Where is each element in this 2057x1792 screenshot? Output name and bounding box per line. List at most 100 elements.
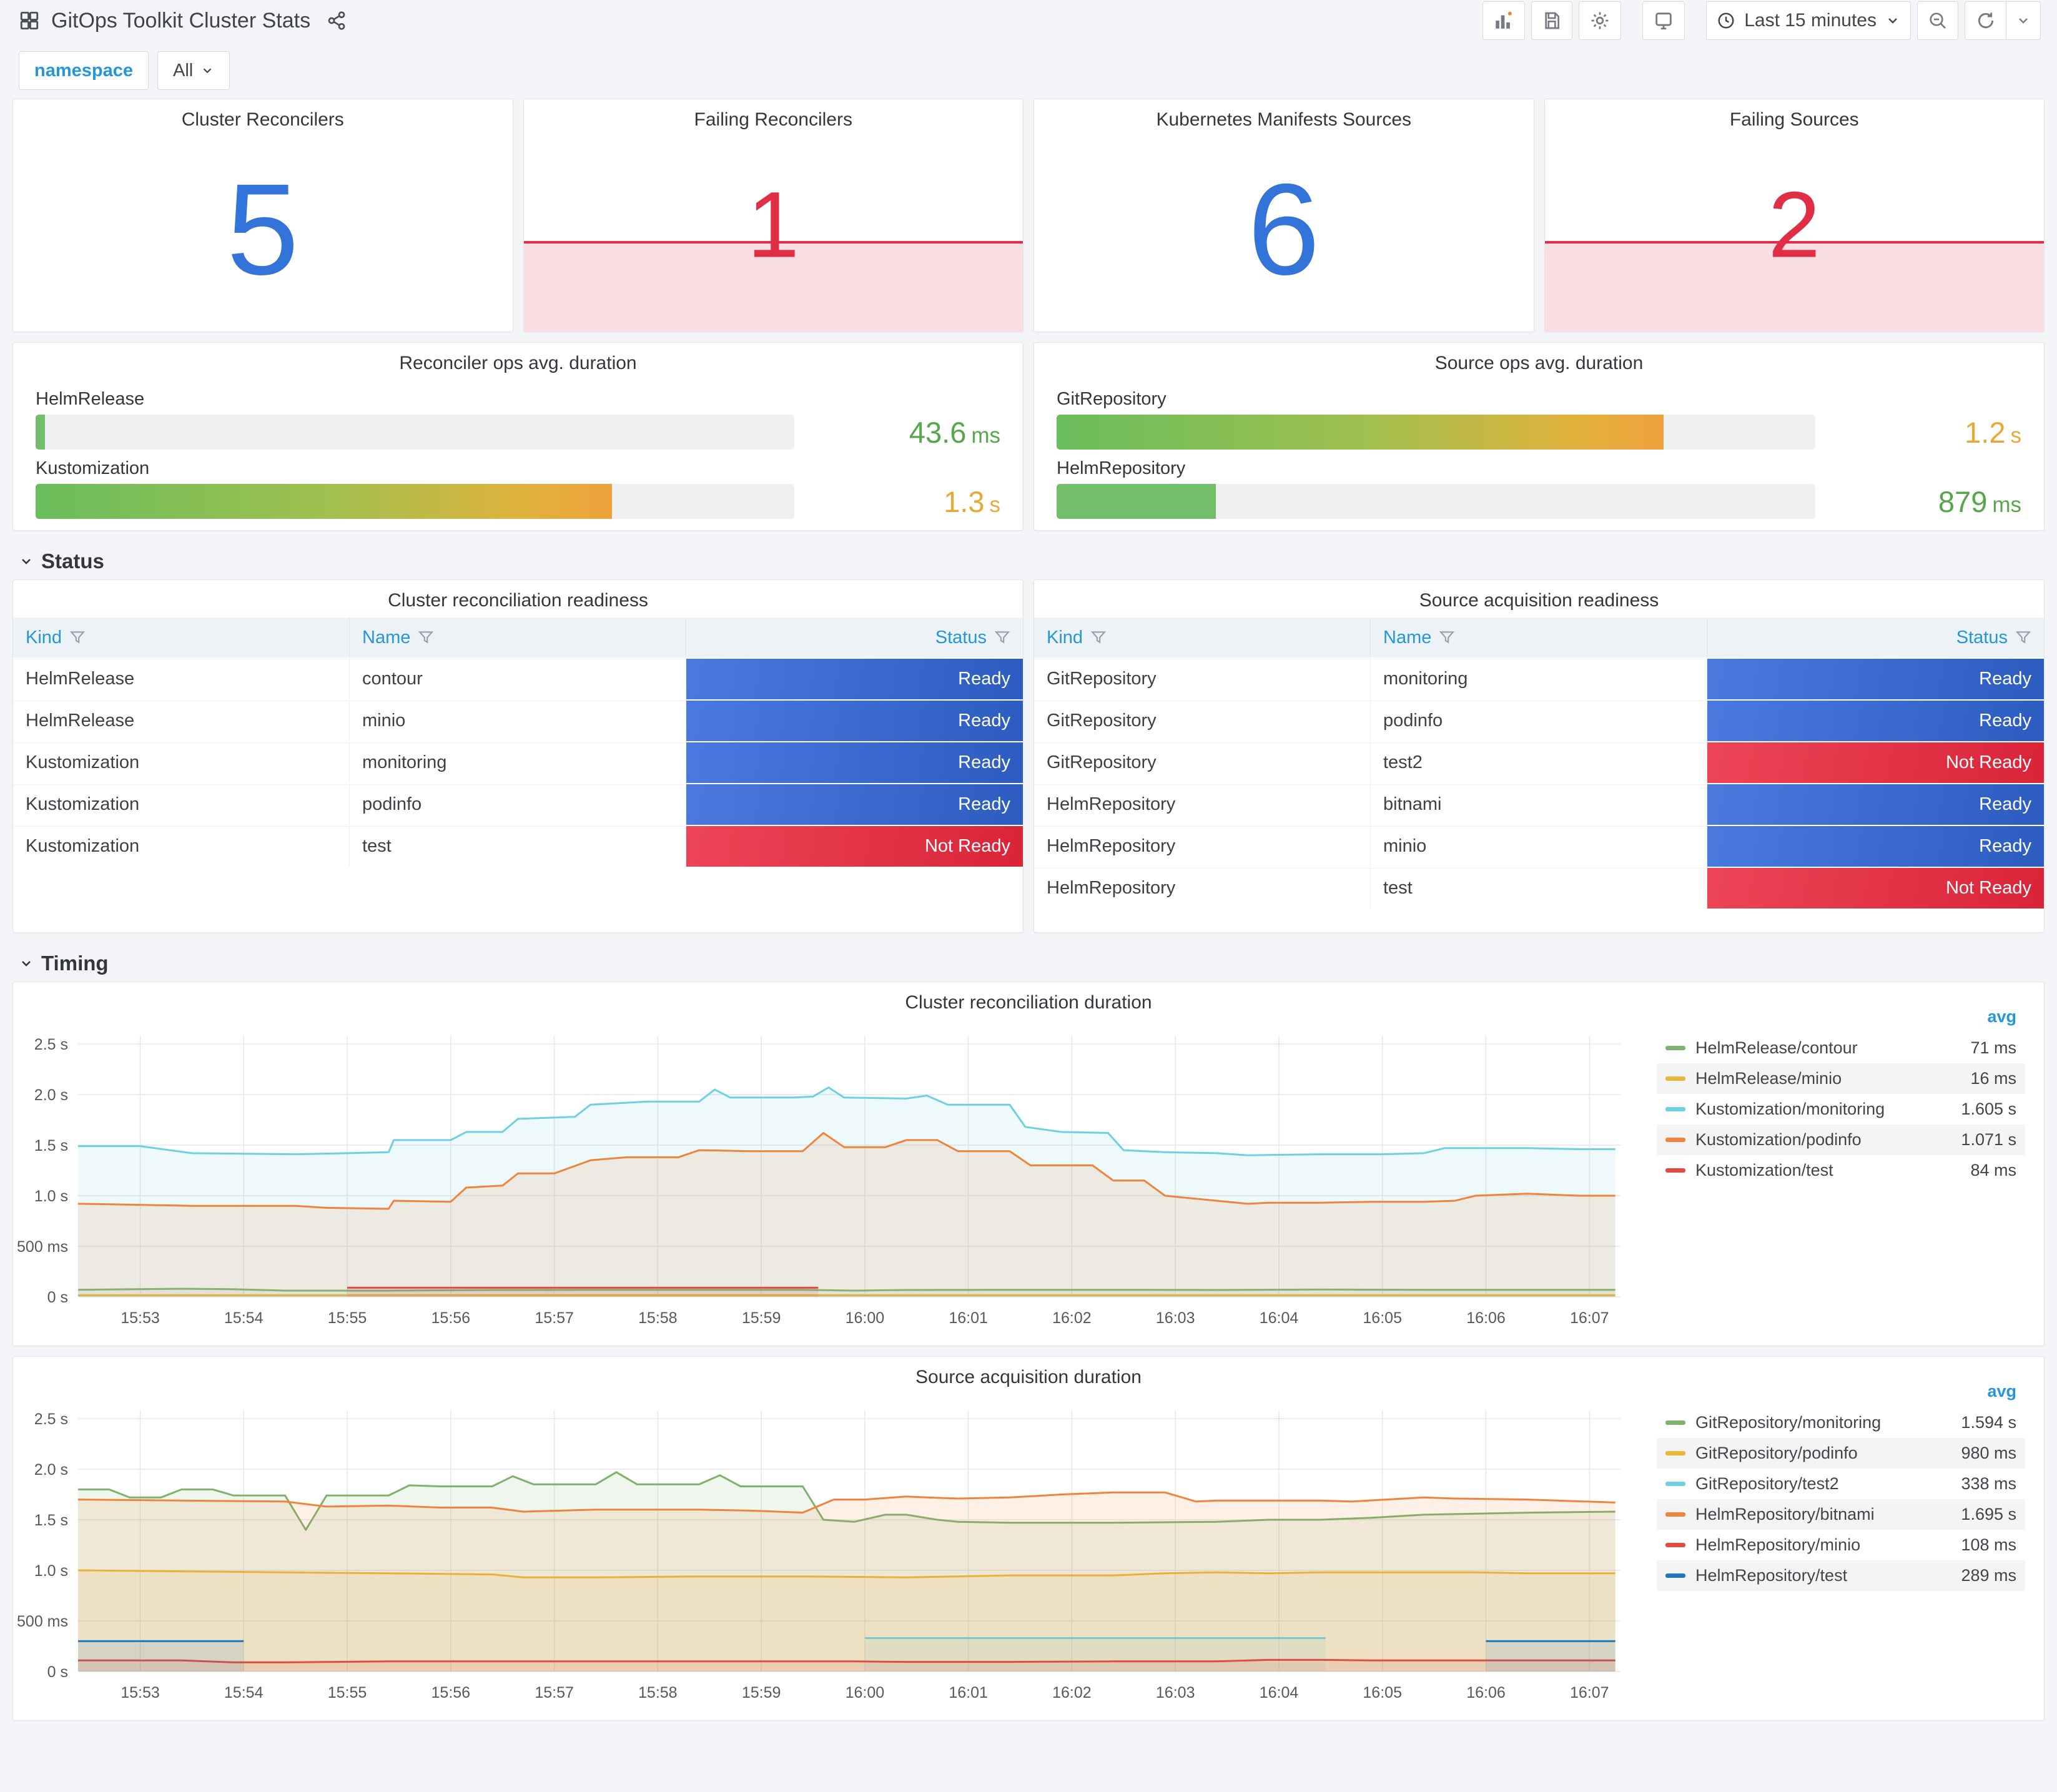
legend-series-color (1665, 1451, 1685, 1455)
panel-title[interactable]: Kubernetes Manifests Sources (1156, 109, 1412, 130)
stat-value: 1 (747, 172, 799, 277)
column-header-name[interactable]: Name (1371, 618, 1707, 657)
cell-kind: HelmRepository (1034, 826, 1371, 867)
legend-series-color (1665, 1138, 1685, 1142)
refresh-button[interactable] (1965, 1, 2006, 40)
time-range-picker[interactable]: Last 15 minutes (1706, 1, 1911, 40)
refresh-interval-dropdown[interactable] (2006, 1, 2041, 40)
status-badge: Ready (1707, 826, 2044, 867)
svg-text:16:02: 16:02 (1052, 1684, 1092, 1701)
legend-series-color (1665, 1543, 1685, 1547)
panel-title[interactable]: Source acquisition readiness (1419, 590, 1659, 611)
legend-series-color (1665, 1107, 1685, 1111)
gauge-label: Kustomization (36, 458, 150, 478)
panel-title[interactable]: Source ops avg. duration (1434, 353, 1644, 373)
cell-name: minio (1371, 826, 1707, 867)
legend-item[interactable]: Kustomization/monitoring 1.605 s (1657, 1094, 2025, 1125)
status-badge: Ready (1707, 701, 2044, 741)
legend-item[interactable]: HelmRepository/bitnami 1.695 s (1657, 1499, 2025, 1530)
cell-kind: HelmRepository (1034, 784, 1371, 825)
cell-kind: HelmRepository (1034, 868, 1371, 908)
svg-text:2.0 s: 2.0 s (34, 1461, 68, 1479)
cell-status: Ready (1707, 826, 2044, 867)
panel-title[interactable]: Reconciler ops avg. duration (399, 353, 637, 373)
status-badge: Ready (686, 784, 1023, 825)
status-badge: Not Ready (1707, 742, 2044, 783)
svg-text:0 s: 0 s (47, 1289, 68, 1306)
gauge-row-gitrepository: GitRepository 1.2 s (1057, 389, 2021, 450)
legend-series-name: GitRepository/podinfo (1695, 1444, 1858, 1462)
column-header-name[interactable]: Name (350, 618, 686, 657)
namespace-variable-label[interactable]: namespace (19, 51, 149, 90)
column-header-kind[interactable]: Kind (13, 618, 350, 657)
svg-text:2.5 s: 2.5 s (34, 1410, 68, 1428)
table-row: Kustomization podinfo Ready (13, 783, 1023, 825)
legend-series-avg: 1.695 s (1961, 1505, 2016, 1524)
gauge-label: GitRepository (1057, 389, 1167, 409)
legend-item[interactable]: Kustomization/test 84 ms (1657, 1155, 2025, 1186)
section-row-status[interactable]: Status (19, 549, 2057, 573)
svg-text:15:59: 15:59 (742, 1309, 781, 1327)
cell-status: Ready (686, 784, 1023, 825)
namespace-variable-value[interactable]: All (157, 51, 230, 90)
legend-item[interactable]: GitRepository/podinfo 980 ms (1657, 1438, 2025, 1469)
svg-text:15:55: 15:55 (328, 1684, 367, 1701)
status-badge: Ready (686, 742, 1023, 783)
column-header-kind[interactable]: Kind (1034, 618, 1371, 657)
legend-item[interactable]: Kustomization/podinfo 1.071 s (1657, 1125, 2025, 1155)
tv-mode-button[interactable] (1642, 1, 1685, 40)
legend-item[interactable]: HelmRepository/test 289 ms (1657, 1560, 2025, 1591)
panel-title[interactable]: Failing Sources (1729, 109, 1859, 130)
legend-series-avg: 338 ms (1961, 1474, 2016, 1493)
share-icon[interactable] (327, 11, 347, 31)
cell-kind: GitRepository (1034, 659, 1371, 699)
cell-status: Ready (1707, 701, 2044, 741)
panel-title[interactable]: Source acquisition duration (915, 1367, 1142, 1387)
filter-icon (69, 631, 86, 644)
sparkline-fill (523, 243, 1023, 332)
panel-title[interactable]: Failing Reconcilers (694, 109, 852, 130)
dashboard-settings-button[interactable] (1579, 1, 1622, 40)
gauge-track (36, 484, 794, 519)
page-title: GitOps Toolkit Cluster Stats (51, 8, 311, 32)
legend-item[interactable]: HelmRepository/minio 108 ms (1657, 1530, 2025, 1560)
legend-series-avg: 16 ms (1970, 1069, 2016, 1088)
legend-series-color (1665, 1076, 1685, 1081)
gauge-label: HelmRepository (1057, 458, 1186, 478)
legend-item[interactable]: HelmRelease/contour 71 ms (1657, 1033, 2025, 1063)
chart-panel-cluster-reconciliation: Cluster reconciliation duration 15:53 15:… (12, 982, 2045, 1346)
add-panel-button[interactable] (1482, 1, 1526, 40)
panel-title[interactable]: Cluster Reconcilers (181, 109, 344, 130)
column-header-status[interactable]: Status (686, 618, 1023, 657)
legend-series-name: HelmRelease/contour (1695, 1038, 1858, 1057)
column-header-status[interactable]: Status (1707, 618, 2044, 657)
legend-item[interactable]: GitRepository/monitoring 1.594 s (1657, 1407, 2025, 1438)
legend-avg-header[interactable]: avg (1987, 1007, 2016, 1026)
legend-item[interactable]: HelmRelease/minio 16 ms (1657, 1063, 2025, 1094)
svg-text:1.0 s: 1.0 s (34, 1188, 68, 1205)
legend-series-avg: 1.605 s (1961, 1100, 2016, 1118)
legend-item[interactable]: GitRepository/test2 338 ms (1657, 1469, 2025, 1499)
section-title: Timing (41, 952, 109, 975)
gauge-value: 1.2 s (1965, 415, 2021, 449)
chevron-down-icon (203, 68, 212, 74)
stat-value: 5 (226, 157, 299, 302)
save-dashboard-button[interactable] (1531, 1, 1573, 40)
table-row: GitRepository test2 Not Ready (1034, 741, 2044, 783)
cell-status: Not Ready (686, 826, 1023, 867)
zoom-out-button[interactable] (1917, 1, 1958, 40)
gauge-value: 1.3 s (944, 485, 1000, 518)
section-row-timing[interactable]: Timing (19, 952, 2057, 975)
gauge-value: 43.6 ms (909, 415, 1000, 449)
chevron-down-icon (1888, 18, 1897, 24)
table-row: HelmRepository bitnami Ready (1034, 783, 2044, 825)
panel-title[interactable]: Cluster reconciliation readiness (388, 590, 648, 611)
status-badge: Ready (686, 701, 1023, 741)
panel-title[interactable]: Cluster reconciliation duration (905, 992, 1152, 1013)
table-header: Kind Name Status (1034, 618, 2044, 657)
dashboard-grid-icon[interactable] (19, 10, 40, 31)
time-series-plot[interactable]: 15:53 15:54 15:55 15:56 15:57 15:58 15:59 16:00… (13, 982, 1657, 1346)
chevron-down-icon (22, 961, 31, 967)
time-series-plot[interactable]: 15:53 15:54 15:55 15:56 15:57 15:58 15:59 16:00… (13, 1357, 1657, 1720)
legend-avg-header[interactable]: avg (1987, 1382, 2016, 1401)
